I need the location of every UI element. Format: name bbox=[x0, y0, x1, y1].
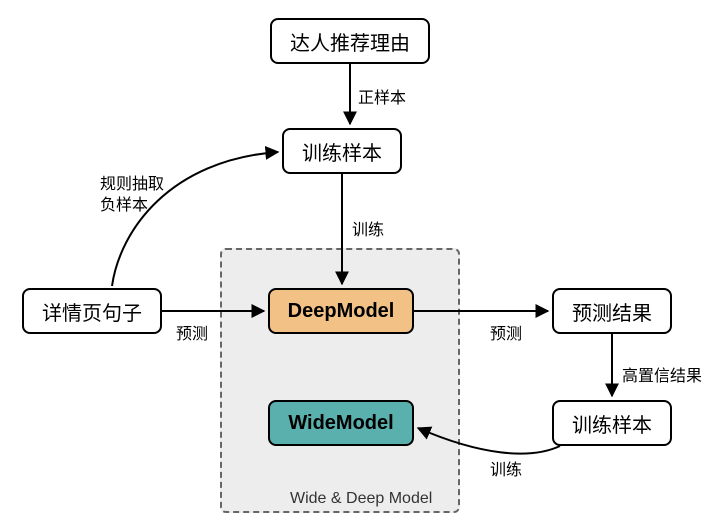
node-result-label: 预测结果 bbox=[572, 297, 652, 326]
edge-label-2: 预测 bbox=[176, 320, 208, 344]
node-deep-label: DeepModel bbox=[288, 300, 395, 323]
node-train2: 训练样本 bbox=[552, 400, 672, 446]
node-deep: DeepModel bbox=[268, 288, 414, 334]
edge-label-0: 正样本 bbox=[358, 84, 406, 108]
edge-label-6: 训练 bbox=[490, 456, 522, 480]
node-train1-label: 训练样本 bbox=[302, 137, 382, 166]
node-expert-label: 达人推荐理由 bbox=[290, 27, 410, 56]
node-expert: 达人推荐理由 bbox=[270, 18, 430, 64]
node-detail-label: 详情页句子 bbox=[42, 297, 142, 326]
node-train1: 训练样本 bbox=[282, 128, 402, 174]
node-result: 预测结果 bbox=[552, 288, 672, 334]
edge-label-1: 训练 bbox=[352, 216, 384, 240]
edge-label-4: 预测 bbox=[490, 320, 522, 344]
container-label: Wide & Deep Model bbox=[290, 490, 432, 508]
node-wide-label: WideModel bbox=[288, 412, 393, 435]
edge-label-3: 规则抽取 负样本 bbox=[100, 175, 164, 217]
node-detail: 详情页句子 bbox=[22, 288, 162, 334]
node-wide: WideModel bbox=[268, 400, 414, 446]
edge-label-5: 高置信结果 bbox=[622, 362, 702, 386]
node-train2-label: 训练样本 bbox=[572, 409, 652, 438]
